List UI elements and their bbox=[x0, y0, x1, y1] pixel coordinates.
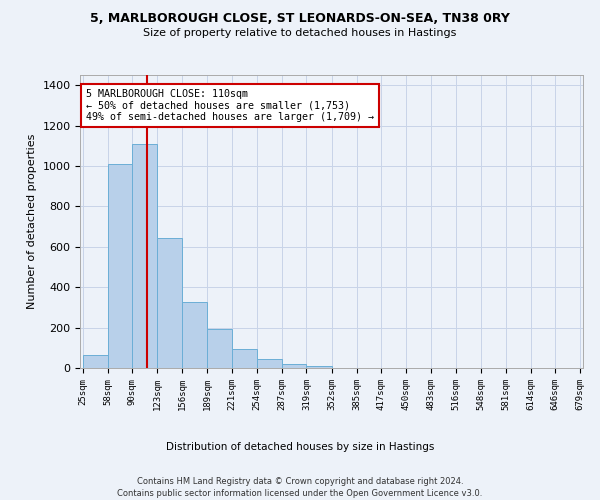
Bar bbox=[83, 356, 108, 368]
Text: Distribution of detached houses by size in Hastings: Distribution of detached houses by size … bbox=[166, 442, 434, 452]
Bar bbox=[232, 349, 257, 368]
Text: Contains HM Land Registry data © Crown copyright and database right 2024.: Contains HM Land Registry data © Crown c… bbox=[137, 478, 463, 486]
Text: 5 MARLBOROUGH CLOSE: 110sqm
← 50% of detached houses are smaller (1,753)
49% of : 5 MARLBOROUGH CLOSE: 110sqm ← 50% of det… bbox=[86, 89, 374, 122]
Text: Contains public sector information licensed under the Open Government Licence v3: Contains public sector information licen… bbox=[118, 489, 482, 498]
Bar bbox=[157, 238, 182, 368]
Bar bbox=[282, 364, 307, 368]
Bar bbox=[132, 144, 157, 368]
Text: Size of property relative to detached houses in Hastings: Size of property relative to detached ho… bbox=[143, 28, 457, 38]
Bar bbox=[257, 358, 282, 368]
Bar bbox=[307, 366, 332, 368]
Text: 5, MARLBOROUGH CLOSE, ST LEONARDS-ON-SEA, TN38 0RY: 5, MARLBOROUGH CLOSE, ST LEONARDS-ON-SEA… bbox=[90, 12, 510, 26]
Bar bbox=[108, 164, 132, 368]
Bar bbox=[208, 329, 232, 368]
Bar bbox=[182, 302, 208, 368]
Y-axis label: Number of detached properties: Number of detached properties bbox=[27, 134, 37, 309]
